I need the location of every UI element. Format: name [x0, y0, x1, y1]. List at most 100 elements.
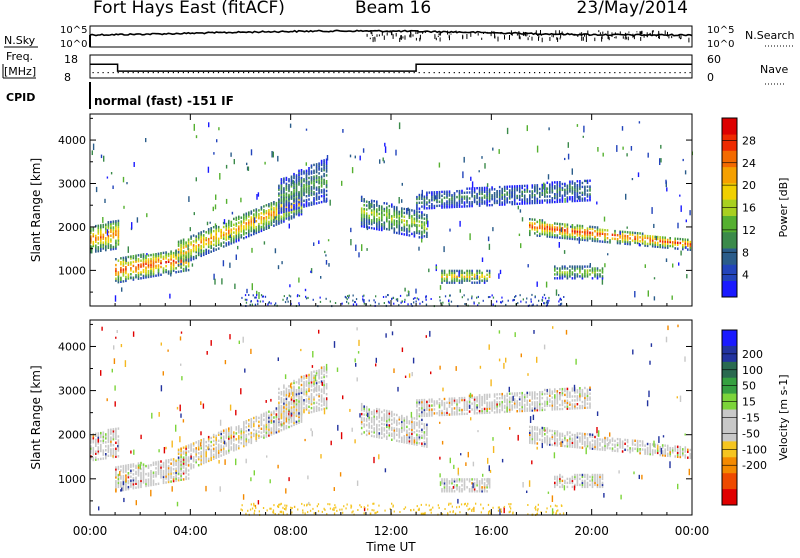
heat-cell — [215, 435, 217, 437]
heat-cell — [220, 454, 222, 456]
heat-cell — [361, 427, 363, 429]
heat-cell — [363, 208, 365, 210]
heat-cell — [271, 202, 273, 204]
heat-cell — [178, 461, 180, 463]
heat-cell — [316, 163, 318, 165]
heat-cell — [529, 190, 531, 192]
heat-cell — [213, 434, 215, 436]
heat-cell — [361, 196, 363, 198]
scatter-echo — [146, 253, 147, 255]
nave-dot — [218, 72, 219, 73]
ground-echo — [449, 295, 450, 297]
heat-cell — [318, 196, 320, 198]
ground-echo — [467, 299, 468, 301]
heat-cell — [266, 210, 268, 212]
nave-dot — [123, 72, 124, 73]
heat-cell — [587, 189, 589, 191]
scatter-echo — [679, 195, 680, 197]
heat-cell — [391, 439, 393, 441]
heat-cell — [592, 277, 594, 279]
heat-cell — [371, 425, 373, 427]
heat-cell — [411, 209, 413, 211]
scatter-echo — [464, 157, 465, 163]
heat-cell — [311, 411, 313, 413]
heat-cell — [178, 470, 180, 472]
heat-cell — [95, 235, 97, 237]
heat-cell — [238, 435, 240, 437]
heat-cell — [118, 466, 120, 468]
heat-cell — [647, 243, 649, 245]
noise-search-dot — [602, 35, 603, 39]
heat-cell — [298, 207, 300, 209]
nave-dot — [173, 72, 174, 73]
heat-cell — [140, 271, 142, 273]
heat-cell — [316, 402, 318, 404]
heat-cell — [391, 419, 393, 421]
heat-cell — [248, 419, 250, 421]
noise-search-dot — [583, 37, 584, 41]
ground-echo — [558, 301, 559, 303]
scatter-echo — [145, 138, 146, 142]
scatter-echo — [543, 183, 544, 190]
heat-cell — [268, 209, 270, 211]
heat-cell — [253, 209, 255, 211]
heat-cell — [301, 388, 303, 390]
scatter-echo — [210, 222, 211, 224]
nave-dot — [223, 72, 224, 73]
scatter-echo — [435, 195, 436, 199]
scatter-echo — [123, 177, 124, 182]
heat-cell — [273, 201, 275, 203]
scatter-echo — [436, 266, 437, 269]
heat-cell — [93, 233, 95, 235]
heat-cell — [258, 209, 260, 211]
scatter-echo — [459, 221, 460, 227]
heat-cell — [175, 261, 177, 263]
heat-cell — [281, 397, 283, 399]
heat-cell — [133, 477, 135, 479]
heat-cell — [489, 204, 491, 206]
scatter-echo — [659, 158, 660, 165]
heat-cell — [135, 465, 137, 467]
scatter-echo — [361, 244, 362, 251]
heat-cell — [100, 444, 102, 446]
heat-cell — [236, 217, 238, 219]
heat-cell — [406, 430, 408, 432]
scatter-echo — [406, 208, 407, 213]
heat-cell — [361, 433, 363, 435]
heat-cell — [659, 236, 661, 238]
heat-cell — [140, 263, 142, 265]
heat-cell — [589, 226, 591, 228]
heat-cell — [213, 226, 215, 228]
heat-cell — [208, 458, 210, 460]
heat-cell — [281, 391, 283, 393]
nave-dot — [233, 72, 234, 73]
noise-search-dot — [667, 32, 668, 37]
heat-cell — [261, 428, 263, 430]
ground-echo — [496, 301, 497, 303]
heat-cell — [318, 186, 320, 188]
heat-cell — [220, 229, 222, 231]
heat-cell — [130, 273, 132, 275]
scatter-echo — [500, 270, 501, 274]
heat-cell — [296, 194, 298, 196]
heat-cell — [597, 267, 599, 269]
heat-cell — [200, 231, 202, 233]
heat-cell — [115, 442, 117, 444]
heat-cell — [110, 448, 112, 450]
scatter-echo — [192, 263, 193, 266]
heat-cell — [414, 218, 416, 220]
heat-cell — [363, 198, 365, 200]
heat-cell — [273, 225, 275, 227]
heat-cell — [128, 262, 130, 264]
heat-cell — [301, 177, 303, 179]
heat-cell — [506, 191, 508, 193]
noise-search-dot — [377, 34, 378, 35]
heat-cell — [431, 191, 433, 193]
heat-cell — [103, 241, 105, 243]
nave-dot — [103, 72, 104, 73]
nave-dot — [664, 72, 665, 73]
nave-dot — [539, 72, 540, 73]
heat-cell — [115, 278, 117, 280]
heat-cell — [286, 388, 288, 390]
nave-dot — [183, 72, 184, 73]
